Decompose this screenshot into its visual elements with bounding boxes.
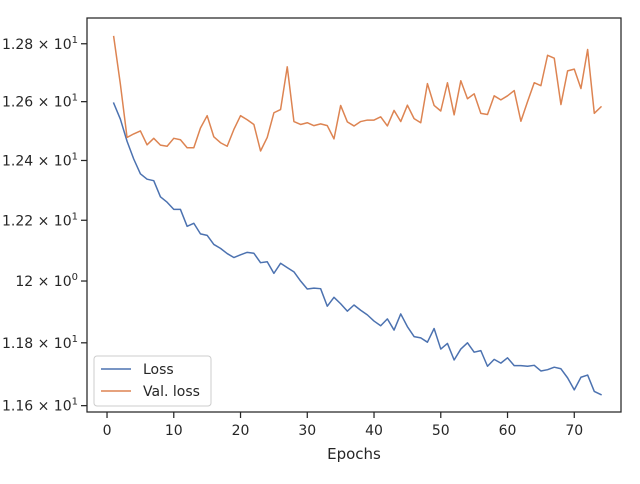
y-tick-label: 1.24 × 101 — [2, 151, 78, 169]
plot-area-frame — [86, 17, 622, 413]
x-tick-label: 10 — [165, 423, 183, 439]
y-tick-label: 1.28 × 101 — [2, 35, 78, 53]
legend: Loss Val. loss — [93, 355, 212, 407]
y-tick-label: 1.22 × 101 — [2, 211, 78, 229]
y-tick-label: 1.26 × 101 — [2, 93, 78, 111]
x-tick-label: 40 — [365, 423, 383, 439]
legend-label-loss: Loss — [143, 362, 174, 378]
series-line-val-loss — [112, 35, 603, 152]
x-axis-label: Epochs — [327, 445, 381, 463]
x-axis-ticks: 0 10 20 30 40 50 60 70 — [103, 412, 583, 439]
legend-label-val-loss: Val. loss — [143, 384, 200, 400]
series-layer — [112, 35, 603, 396]
y-tick-label: 12 × 100 — [15, 272, 78, 290]
y-axis-ticks: 1.16 × 101 1.18 × 101 12 × 100 1.22 × 101 1.… — [2, 35, 87, 415]
y-tick-label: 1.16 × 101 — [2, 397, 78, 415]
x-tick-label: 60 — [499, 423, 517, 439]
series-line-loss — [112, 102, 602, 396]
x-tick-label: 30 — [298, 423, 316, 439]
x-tick-label: 20 — [232, 423, 250, 439]
x-tick-label: 0 — [103, 423, 112, 439]
y-tick-label: 1.18 × 101 — [2, 334, 78, 352]
x-tick-label: 50 — [432, 423, 450, 439]
x-tick-label: 70 — [565, 423, 583, 439]
